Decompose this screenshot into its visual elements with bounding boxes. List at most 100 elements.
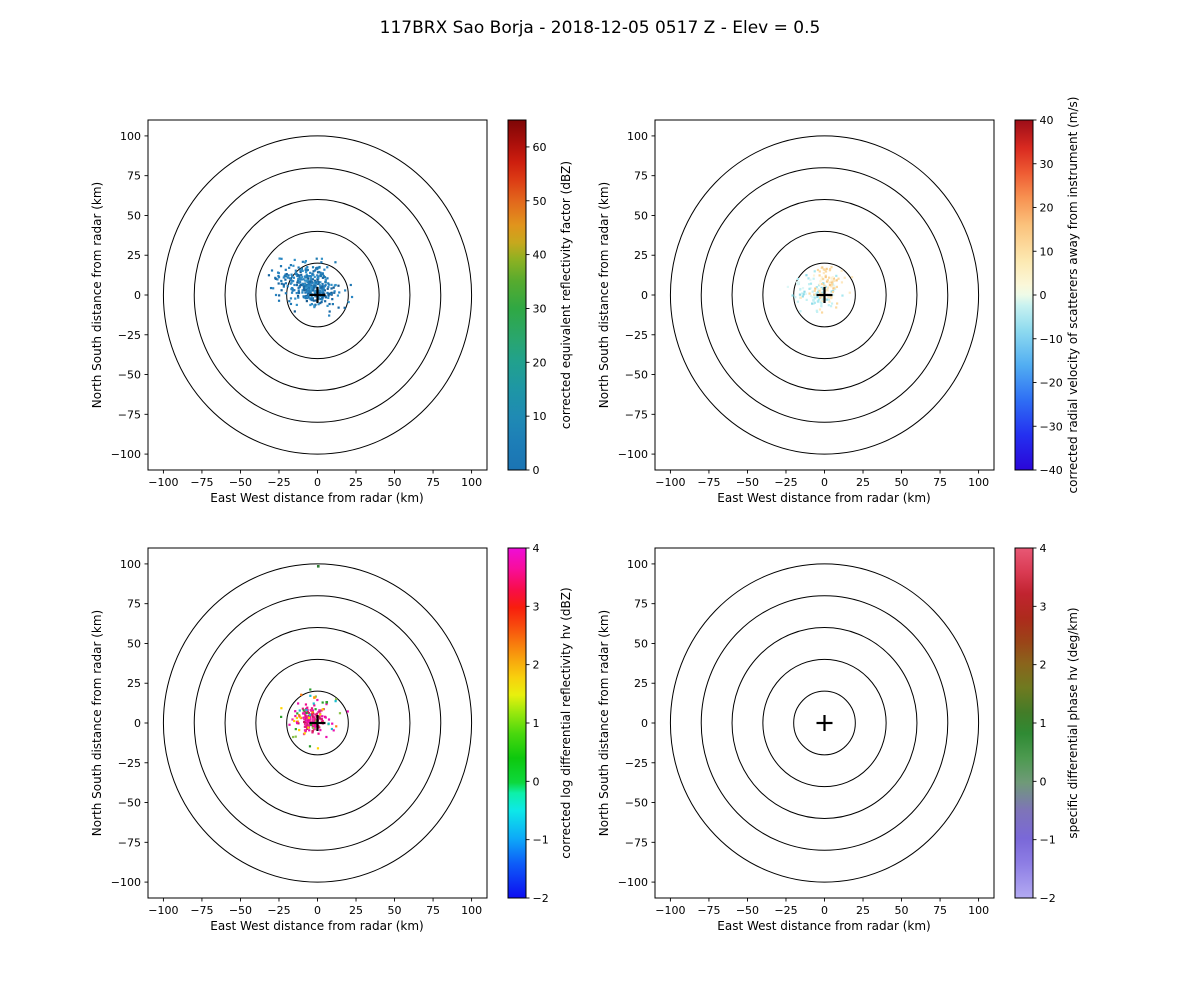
radar-gate-point (809, 278, 812, 281)
y-tick-label: −100 (111, 876, 141, 889)
x-axis-label-reflectivity: East West distance from radar (km) (210, 491, 424, 505)
radar-gate-point (304, 268, 307, 271)
radar-gate-point (319, 273, 322, 277)
radar-gate-point (288, 300, 291, 303)
radar-gate-point (280, 257, 283, 260)
range-ring-60km (224, 627, 411, 819)
radar-gate-point (290, 287, 293, 291)
colorbar-tick-label: 4 (1040, 542, 1047, 555)
radar-gate-point (828, 281, 831, 284)
radar-gate-point (303, 729, 307, 732)
radar-gate-point (346, 710, 349, 713)
radar-gate-point (347, 300, 350, 304)
radar-gate-point (848, 291, 851, 294)
radar-gate-point (318, 717, 321, 720)
radar-gate-point (331, 722, 334, 725)
radar-gate-point (809, 287, 812, 290)
radar-gate-point (313, 724, 316, 727)
radar-gate-point (850, 276, 854, 279)
radar-gate-point (816, 268, 820, 272)
radar-gate-point (303, 720, 306, 724)
radar-gate-point (817, 298, 820, 301)
radar-gate-point (795, 281, 799, 284)
radar-gate-point (317, 710, 320, 714)
radar-gate-point (302, 709, 305, 712)
radar-gate-point (297, 286, 300, 290)
radar-gate-point (299, 277, 302, 280)
radar-gate-point (316, 747, 320, 750)
colorbar-tick-label: 3 (533, 600, 540, 613)
y-tick-label: −25 (625, 329, 648, 342)
radar-gate-point (299, 716, 302, 719)
radar-gate-point (307, 724, 311, 727)
radar-gate-point (310, 285, 313, 289)
radar-gate-point (823, 284, 826, 287)
radar-gate-point (286, 285, 289, 288)
radar-gate-point (309, 708, 312, 712)
radar-gate-point (290, 273, 293, 276)
y-axis-label-velocity: North South distance from radar (km) (597, 181, 611, 409)
x-tick-label: 100 (968, 476, 989, 489)
radar-gate-point (304, 261, 307, 264)
x-tick-label: −25 (267, 904, 290, 917)
radar-gate-point (317, 303, 320, 306)
radar-gate-point (321, 298, 324, 301)
colorbar-label-differential-reflectivity: corrected log differential reflectivity … (559, 587, 573, 859)
radar-gate-point (830, 279, 833, 282)
radar-gate-point (304, 275, 307, 278)
colorbar-tick-label: 2 (1040, 659, 1047, 672)
radar-gate-point (338, 291, 341, 294)
radar-gate-point (288, 266, 291, 269)
radar-gate-point (825, 298, 828, 301)
radar-gate-point (301, 269, 304, 272)
radar-gate-point (288, 277, 292, 280)
y-tick-label: 100 (627, 130, 648, 143)
radar-gate-point (328, 314, 331, 317)
radar-gate-point (311, 282, 314, 285)
radar-gate-point (276, 278, 279, 281)
radar-gate-point (331, 303, 334, 306)
radar-gate-point (308, 283, 312, 287)
radar-gate-point (292, 280, 295, 283)
radar-gate-point (830, 266, 833, 269)
radar-gate-point (320, 709, 323, 712)
radar-gate-point (311, 724, 314, 727)
radar-gate-point (811, 296, 814, 299)
radar-gate-point (286, 276, 290, 279)
radar-gate-point (311, 715, 315, 718)
colorbar-tick-label: 2 (533, 659, 540, 672)
radar-gate-point (314, 713, 317, 716)
radar-gate-point (311, 289, 315, 292)
radar-gate-point (818, 270, 821, 273)
radar-gate-point (327, 283, 331, 286)
radar-gate-point (799, 310, 802, 313)
radar-gate-point (292, 276, 296, 279)
panel-velocity: −100 −75 −50 −25 0 25 50 75 100−100−75−50−250255… (618, 114, 1063, 489)
radar-gate-point (797, 281, 801, 284)
radar-gate-point (312, 299, 315, 302)
radar-gate-point (314, 720, 318, 723)
radar-gate-point (296, 720, 299, 723)
radar-gate-point (320, 288, 324, 291)
x-tick-label: 0 (821, 904, 828, 917)
radar-gate-point (820, 299, 823, 302)
radar-gate-point (284, 268, 287, 271)
y-tick-label: −50 (625, 797, 648, 810)
colorbar-tick-label: 1 (533, 717, 540, 730)
radar-gate-point (307, 714, 310, 718)
radar-gate-point (302, 278, 305, 281)
radar-gate-point (287, 274, 290, 277)
x-tick-label: −25 (267, 476, 290, 489)
radar-gate-point (283, 274, 286, 278)
y-tick-label: 50 (127, 637, 141, 650)
y-tick-label: 0 (641, 289, 648, 302)
colorbar-tick-label: 0 (533, 464, 540, 477)
radar-gate-point (801, 292, 804, 295)
radar-gate-point (284, 278, 287, 281)
radar-gate-point (298, 714, 301, 717)
colorbar-tick-label: 30 (1040, 158, 1054, 171)
colorbar-tick-label: −20 (1040, 377, 1063, 390)
x-tick-label: −75 (697, 476, 720, 489)
radar-gate-point (295, 303, 298, 307)
radar-gate-point (293, 719, 296, 723)
